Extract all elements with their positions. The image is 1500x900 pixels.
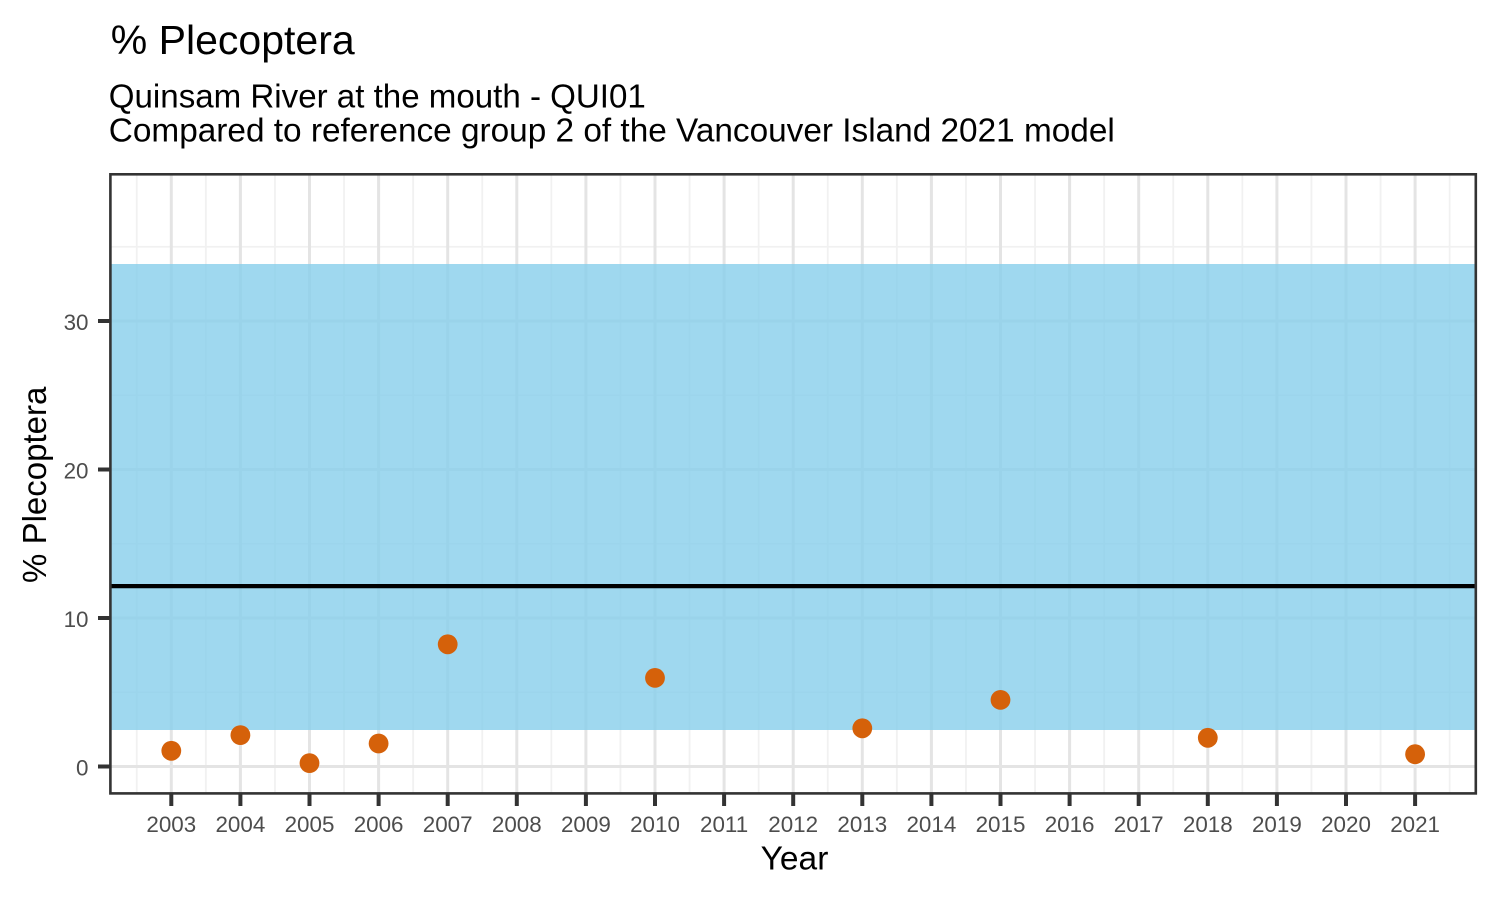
svg-text:2004: 2004 [215,812,265,837]
svg-text:2013: 2013 [837,812,887,837]
svg-text:10: 10 [64,607,89,632]
svg-text:% Plecoptera: % Plecoptera [111,17,355,63]
svg-text:Compared to reference group 2: Compared to reference group 2 of the Van… [109,112,1115,149]
svg-text:2018: 2018 [1183,812,1233,837]
svg-text:2015: 2015 [976,812,1026,837]
svg-text:20: 20 [64,459,89,484]
svg-text:2010: 2010 [630,812,680,837]
svg-text:2020: 2020 [1321,812,1371,837]
svg-text:0: 0 [76,756,88,781]
svg-text:2012: 2012 [768,812,818,837]
svg-text:30: 30 [64,310,89,335]
svg-text:2003: 2003 [146,812,196,837]
svg-text:2005: 2005 [285,812,335,837]
svg-text:2011: 2011 [700,812,748,837]
svg-text:2014: 2014 [906,812,956,837]
svg-text:2019: 2019 [1252,812,1302,837]
svg-text:% Plecoptera: % Plecoptera [16,386,53,583]
svg-text:2021: 2021 [1390,812,1440,837]
svg-text:Year: Year [761,841,829,878]
svg-text:2009: 2009 [561,812,611,837]
svg-text:2017: 2017 [1114,812,1164,837]
svg-text:2006: 2006 [354,812,404,837]
svg-text:2008: 2008 [492,812,542,837]
svg-text:2007: 2007 [423,812,473,837]
svg-text:2016: 2016 [1045,812,1095,837]
svg-text:Quinsam River at the mouth - Q: Quinsam River at the mouth - QUI01 [109,79,646,116]
